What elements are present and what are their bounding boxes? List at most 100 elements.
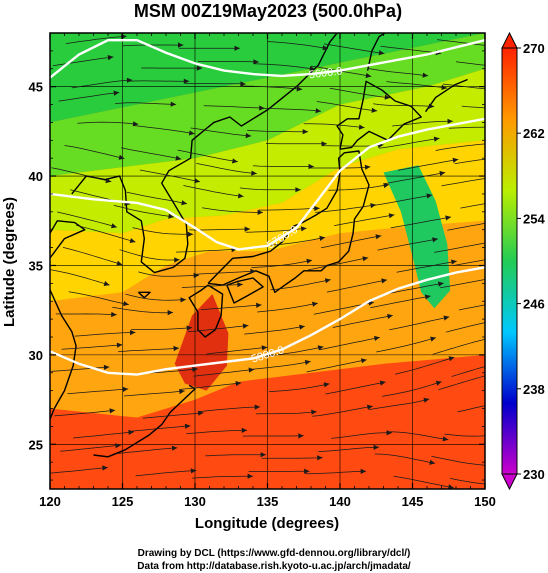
streamline xyxy=(199,406,261,412)
streamline xyxy=(196,163,257,174)
streamline xyxy=(309,166,371,169)
x-axis-ticks: 120 125 130 135 140 145 150 xyxy=(39,33,496,509)
streamline xyxy=(250,361,311,370)
wind-arrowhead xyxy=(179,388,185,395)
colorbar-min-triangle xyxy=(501,473,518,491)
streamline xyxy=(334,214,395,226)
wind-arrowhead xyxy=(433,136,440,142)
wind-arrowhead xyxy=(371,107,378,113)
streamline xyxy=(270,279,331,291)
streamline xyxy=(186,429,248,435)
wind-arrowhead xyxy=(171,445,178,451)
streamline xyxy=(260,107,322,112)
streamline xyxy=(71,79,133,89)
streamline xyxy=(318,446,380,452)
streamline xyxy=(203,105,265,109)
streamline xyxy=(432,338,485,355)
height-contour xyxy=(50,266,485,376)
streamline xyxy=(58,92,120,102)
streamline xyxy=(264,237,326,246)
streamline xyxy=(112,306,174,314)
wind-arrowhead xyxy=(253,59,259,65)
streamline xyxy=(326,279,388,293)
streamline xyxy=(54,409,116,417)
wind-arrowhead xyxy=(180,297,186,303)
streamline xyxy=(73,431,134,439)
streamline xyxy=(252,165,314,167)
wind-arrowhead xyxy=(360,468,367,474)
streamline xyxy=(205,454,266,457)
wind-arrowhead xyxy=(298,433,304,439)
wind-arrowhead xyxy=(103,281,110,286)
y-axis-ticks: 25 30 35 40 45 xyxy=(29,32,485,481)
wind-arrowhead xyxy=(181,200,187,206)
colorbar-tick-label: 254 xyxy=(523,211,545,226)
streamline xyxy=(194,270,256,275)
wind-arrowhead xyxy=(187,231,194,237)
y-tick-label: 25 xyxy=(29,437,43,452)
streamline xyxy=(120,147,182,160)
wind-arrowhead xyxy=(183,78,190,84)
height-contour xyxy=(50,39,485,79)
wind-arrowhead xyxy=(448,484,454,489)
wind-arrowhead xyxy=(315,108,322,114)
wind-arrowhead xyxy=(129,238,136,243)
streamline xyxy=(303,123,365,128)
wind-arrowhead xyxy=(451,259,457,265)
wind-arrowhead xyxy=(105,178,112,184)
height-contour xyxy=(50,117,485,251)
streamline xyxy=(247,129,309,133)
wind-arrowhead xyxy=(168,213,174,219)
wind-arrowhead xyxy=(170,101,177,107)
wind-arrowhead xyxy=(175,155,182,161)
credit-drawing: Drawing by DCL (https://www.gfd-dennou.o… xyxy=(137,548,411,559)
streamline xyxy=(461,105,485,109)
streamline xyxy=(65,35,127,44)
x-tick-label: 125 xyxy=(112,494,134,509)
streamline xyxy=(62,247,123,266)
streamline xyxy=(455,61,485,66)
wind-arrowhead xyxy=(364,164,371,170)
wind-arrowhead xyxy=(424,294,431,300)
streamline xyxy=(328,184,390,191)
streamline xyxy=(132,227,194,235)
streamline xyxy=(239,187,301,191)
streamline xyxy=(176,248,238,253)
colorbar-tick-label: 230 xyxy=(523,467,545,482)
wind-arrowhead xyxy=(429,459,436,465)
streamline xyxy=(245,227,307,233)
streamline xyxy=(376,337,437,353)
streamline xyxy=(142,412,204,419)
wind-arrowhead xyxy=(489,240,495,245)
streamline xyxy=(332,315,393,328)
streamline xyxy=(134,125,195,135)
wind-arrowhead xyxy=(242,323,249,329)
wind-arrowhead xyxy=(314,205,320,212)
wind-arrowhead xyxy=(441,84,448,90)
streamline xyxy=(202,207,263,213)
wind-arrowhead xyxy=(188,130,195,136)
wind-arrowhead xyxy=(388,213,395,219)
streamline xyxy=(384,172,446,184)
wind-arrowhead xyxy=(193,272,200,279)
streamline xyxy=(244,325,305,335)
colorbar-max-triangle xyxy=(501,31,518,49)
wind-arrowhead xyxy=(386,430,392,436)
wind-arrowhead xyxy=(445,215,451,221)
wind-arrowhead xyxy=(118,154,125,160)
streamline xyxy=(319,337,380,351)
streamline xyxy=(374,453,436,464)
x-axis-label: Longitude (degrees) xyxy=(195,515,339,532)
streamline xyxy=(261,457,323,459)
wind-arrowhead xyxy=(317,455,323,461)
wind-arrowhead xyxy=(311,409,317,415)
wind-arrowhead xyxy=(126,77,133,83)
streamline xyxy=(380,45,442,54)
wind-arrowhead xyxy=(300,226,307,232)
wind-arrowhead xyxy=(302,129,309,135)
streamline xyxy=(139,169,201,183)
streamline xyxy=(50,366,110,372)
streamline xyxy=(181,284,243,288)
wind-arrowhead xyxy=(102,465,108,471)
streamline xyxy=(373,103,435,107)
